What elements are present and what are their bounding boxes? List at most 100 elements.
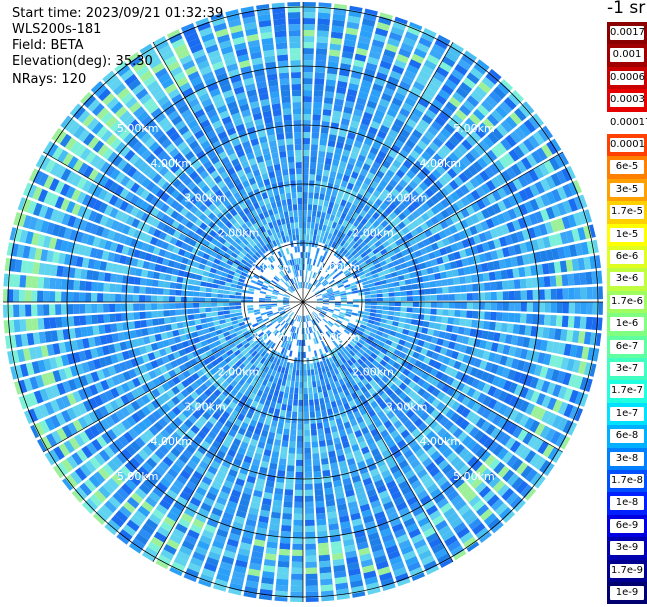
ray-bin — [357, 365, 365, 373]
ray-bin — [282, 205, 288, 213]
ray-bin — [55, 355, 64, 368]
ray-bin — [79, 375, 89, 387]
ray-bin — [251, 433, 260, 441]
ray-bin — [557, 342, 566, 355]
ray-bin — [547, 397, 557, 411]
ray-bin — [49, 399, 60, 413]
ray-bin — [233, 213, 242, 222]
ray-bin — [256, 227, 263, 235]
ray-bin — [72, 243, 81, 255]
ray-bin — [272, 292, 279, 296]
ray-bin — [86, 117, 100, 131]
ray-bin — [501, 488, 515, 501]
ray-bin — [74, 268, 82, 279]
ray-bin — [304, 471, 313, 478]
ray-bin — [417, 354, 426, 362]
ray-bin — [395, 475, 406, 485]
ray-bin — [422, 441, 433, 452]
ray-bin — [307, 315, 311, 321]
ray-bin — [417, 378, 426, 387]
ray-bin — [13, 274, 21, 288]
ray-bin — [170, 447, 181, 458]
ray-bin — [418, 302, 425, 308]
ray-bin — [123, 431, 134, 443]
ray-bin — [147, 352, 156, 361]
ray-bin — [216, 450, 226, 459]
ray-bin — [403, 517, 416, 528]
ray-bin — [220, 185, 229, 194]
ray-bin — [386, 319, 393, 325]
ray-bin — [287, 229, 292, 236]
ray-bin — [303, 48, 314, 55]
ray-bin — [231, 423, 240, 433]
ray-bin — [20, 333, 29, 347]
ray-bin — [376, 330, 384, 337]
ray-bin — [79, 431, 90, 444]
ray-bin — [266, 288, 274, 293]
ray-bin — [21, 198, 32, 213]
ray-bin — [312, 319, 316, 326]
ray-bin — [67, 215, 77, 228]
ray-bin — [270, 456, 279, 464]
ray-bin — [378, 522, 390, 532]
ray-bin — [200, 352, 208, 360]
ray-bin — [412, 302, 419, 307]
ray-bin — [447, 358, 457, 368]
ray-bin — [460, 310, 467, 318]
ray-bin — [534, 422, 546, 436]
ray-bin — [158, 166, 169, 177]
ray-bin — [92, 140, 105, 153]
ray-bin — [171, 268, 180, 276]
ray-bin — [271, 152, 279, 160]
ray-bin — [316, 524, 328, 532]
ray-bin — [210, 170, 220, 180]
ray-bin — [104, 402, 115, 414]
ray-bin — [331, 315, 338, 319]
ray-bin — [375, 356, 383, 363]
ray-bin — [397, 322, 405, 328]
ray-bin — [186, 502, 199, 513]
ray-bin — [508, 302, 515, 312]
ray-bin — [222, 439, 232, 449]
ray-bin — [496, 343, 505, 354]
ray-bin — [308, 276, 311, 283]
ray-bin — [116, 322, 124, 332]
ray-bin — [267, 265, 274, 271]
ray-bin — [234, 383, 242, 391]
ray-bin — [271, 303, 278, 306]
ray-bin — [130, 182, 141, 194]
ray-bin — [301, 339, 303, 346]
ray-bin — [151, 410, 162, 421]
ray-bin — [317, 162, 324, 170]
ray-bin — [223, 310, 230, 315]
ray-bin — [453, 477, 465, 489]
ray-bin — [392, 337, 401, 344]
ray-bin — [343, 446, 352, 455]
ray-bin — [52, 370, 62, 383]
ray-bin — [103, 313, 111, 323]
ray-bin — [520, 313, 527, 324]
ray-bin — [177, 141, 188, 152]
ray-bin — [22, 182, 32, 196]
ray-bin — [292, 531, 303, 538]
ray-bin — [178, 438, 189, 449]
ray-bin — [218, 430, 227, 439]
ray-bin — [315, 180, 321, 188]
ray-bin — [245, 411, 254, 419]
ray-bin — [285, 192, 292, 200]
ray-bin — [171, 406, 182, 416]
ray-bin — [31, 361, 41, 374]
ray-bin — [204, 421, 214, 430]
ray-bin — [74, 486, 88, 501]
ray-bin — [148, 491, 161, 503]
ray-bin — [269, 234, 275, 242]
ray-bin — [125, 340, 133, 350]
ray-bin — [423, 560, 438, 572]
ray-bin — [119, 341, 128, 351]
ray-bin — [364, 382, 373, 391]
ray-bin — [203, 217, 212, 226]
ray-bin — [554, 328, 562, 341]
ray-bin — [291, 192, 297, 199]
ray-bin — [550, 430, 562, 445]
ray-bin — [289, 338, 294, 345]
